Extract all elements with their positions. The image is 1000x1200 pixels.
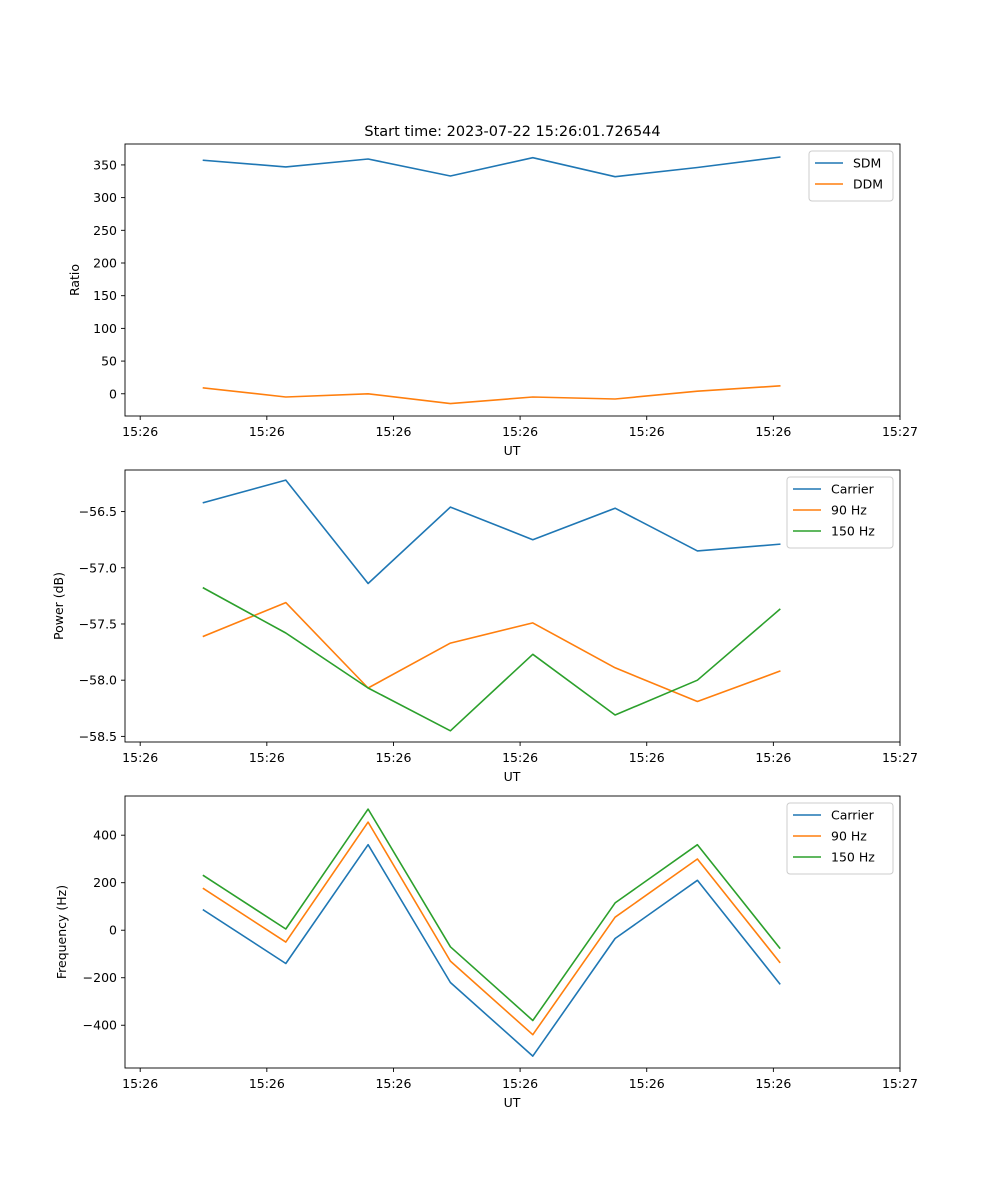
frequency-x-tick-label: 15:26 xyxy=(122,1076,158,1091)
ratio-x-tick-label: 15:26 xyxy=(122,424,158,439)
ratio-x-tick-label: 15:26 xyxy=(249,424,285,439)
ratio-panel: 15:26 15:26 15:26 15:26 15:26 15:26 15:27 0 50 10… xyxy=(67,143,918,458)
power-y-tick-label: −57.0 xyxy=(79,560,117,575)
ratio-legend-label-ddm: DDM xyxy=(853,177,883,192)
frequency-legend-label-carrier: Carrier xyxy=(831,808,875,823)
power-x-tick-label: 15:26 xyxy=(502,750,538,765)
power-x-tick-label: 15:27 xyxy=(882,750,918,765)
power-x-tick-label: 15:26 xyxy=(249,750,285,765)
frequency-axes-frame xyxy=(124,795,901,1069)
power-y-tick-label: −57.5 xyxy=(79,616,117,631)
frequency-x-tick-label: 15:26 xyxy=(755,1076,791,1091)
ratio-y-tick-label: 300 xyxy=(93,190,117,205)
frequency-x-axis-label: UT xyxy=(504,1095,521,1110)
power-y-tick-label: −56.5 xyxy=(79,504,117,519)
ratio-legend: SDM DDM xyxy=(808,150,894,202)
ratio-x-tick-label: 15:26 xyxy=(375,424,411,439)
ratio-y-tick-label: 0 xyxy=(109,386,117,401)
ratio-y-tick-label: 100 xyxy=(93,321,117,336)
power-legend-label-carrier: Carrier xyxy=(831,482,875,497)
frequency-series-carrier-line xyxy=(202,843,781,1057)
power-legend: Carrier 90 Hz 150 Hz xyxy=(786,476,894,549)
power-x-tick-label: 15:26 xyxy=(629,750,665,765)
ratio-axes-frame xyxy=(124,143,901,417)
figure-title: Start time: 2023-07-22 15:26:01.726544 xyxy=(364,124,660,140)
ratio-series-ddm-line xyxy=(202,385,781,405)
power-series-90-hz-line xyxy=(202,601,781,703)
power-axes-frame xyxy=(124,469,901,743)
frequency-x-tick-label: 15:26 xyxy=(502,1076,538,1091)
power-y-tick-label: −58.5 xyxy=(79,729,117,744)
ratio-x-tick-label: 15:26 xyxy=(755,424,791,439)
power-legend-label-150-hz: 150 Hz xyxy=(831,524,875,539)
ratio-y-tick-label: 200 xyxy=(93,256,117,271)
power-panel: 15:26 15:26 15:26 15:26 15:26 15:26 15:27 −58.5… xyxy=(51,469,918,784)
frequency-series-90-hz-line xyxy=(202,821,781,1036)
ratio-x-tick-label: 15:26 xyxy=(629,424,665,439)
ratio-series-sdm-line xyxy=(202,156,781,178)
ratio-x-axis-label: UT xyxy=(504,443,521,458)
frequency-y-tick-label: 200 xyxy=(93,875,117,890)
power-x-tick-label: 15:26 xyxy=(755,750,791,765)
power-series-carrier-line xyxy=(202,479,781,585)
power-y-tick-label: −58.0 xyxy=(79,673,117,688)
ratio-y-tick-label: 150 xyxy=(93,288,117,303)
power-series-150-hz-line xyxy=(202,586,781,732)
ratio-y-axis-label: Ratio xyxy=(67,264,82,296)
frequency-x-tick-label: 15:26 xyxy=(249,1076,285,1091)
power-y-axis-label: Power (dB) xyxy=(51,572,66,640)
power-x-tick-label: 15:26 xyxy=(375,750,411,765)
frequency-y-tick-label: 400 xyxy=(93,828,117,843)
power-legend-label-90-hz: 90 Hz xyxy=(831,503,867,518)
ratio-legend-label-sdm: SDM xyxy=(853,156,881,171)
frequency-x-tick-label: 15:26 xyxy=(375,1076,411,1091)
frequency-y-tick-label: −200 xyxy=(83,970,117,985)
frequency-y-axis-label: Frequency (Hz) xyxy=(54,885,69,979)
frequency-legend-label-90-hz: 90 Hz xyxy=(831,829,867,844)
frequency-panel: 15:26 15:26 15:26 15:26 15:26 15:26 15:27 −400 −… xyxy=(54,795,918,1110)
frequency-y-tick-label: −400 xyxy=(83,1018,117,1033)
ratio-x-tick-label: 15:26 xyxy=(502,424,538,439)
ratio-y-tick-label: 350 xyxy=(93,157,117,172)
ratio-y-tick-label: 50 xyxy=(101,354,117,369)
frequency-y-tick-label: 0 xyxy=(109,923,117,938)
frequency-x-tick-label: 15:27 xyxy=(882,1076,918,1091)
power-x-axis-label: UT xyxy=(504,769,521,784)
frequency-legend: Carrier 90 Hz 150 Hz xyxy=(786,802,894,875)
ratio-y-tick-label: 250 xyxy=(93,223,117,238)
frequency-x-tick-label: 15:26 xyxy=(629,1076,665,1091)
power-x-tick-label: 15:26 xyxy=(122,750,158,765)
frequency-series-150-hz-line xyxy=(202,808,781,1022)
ratio-x-tick-label: 15:27 xyxy=(882,424,918,439)
frequency-legend-label-150-hz: 150 Hz xyxy=(831,850,875,865)
